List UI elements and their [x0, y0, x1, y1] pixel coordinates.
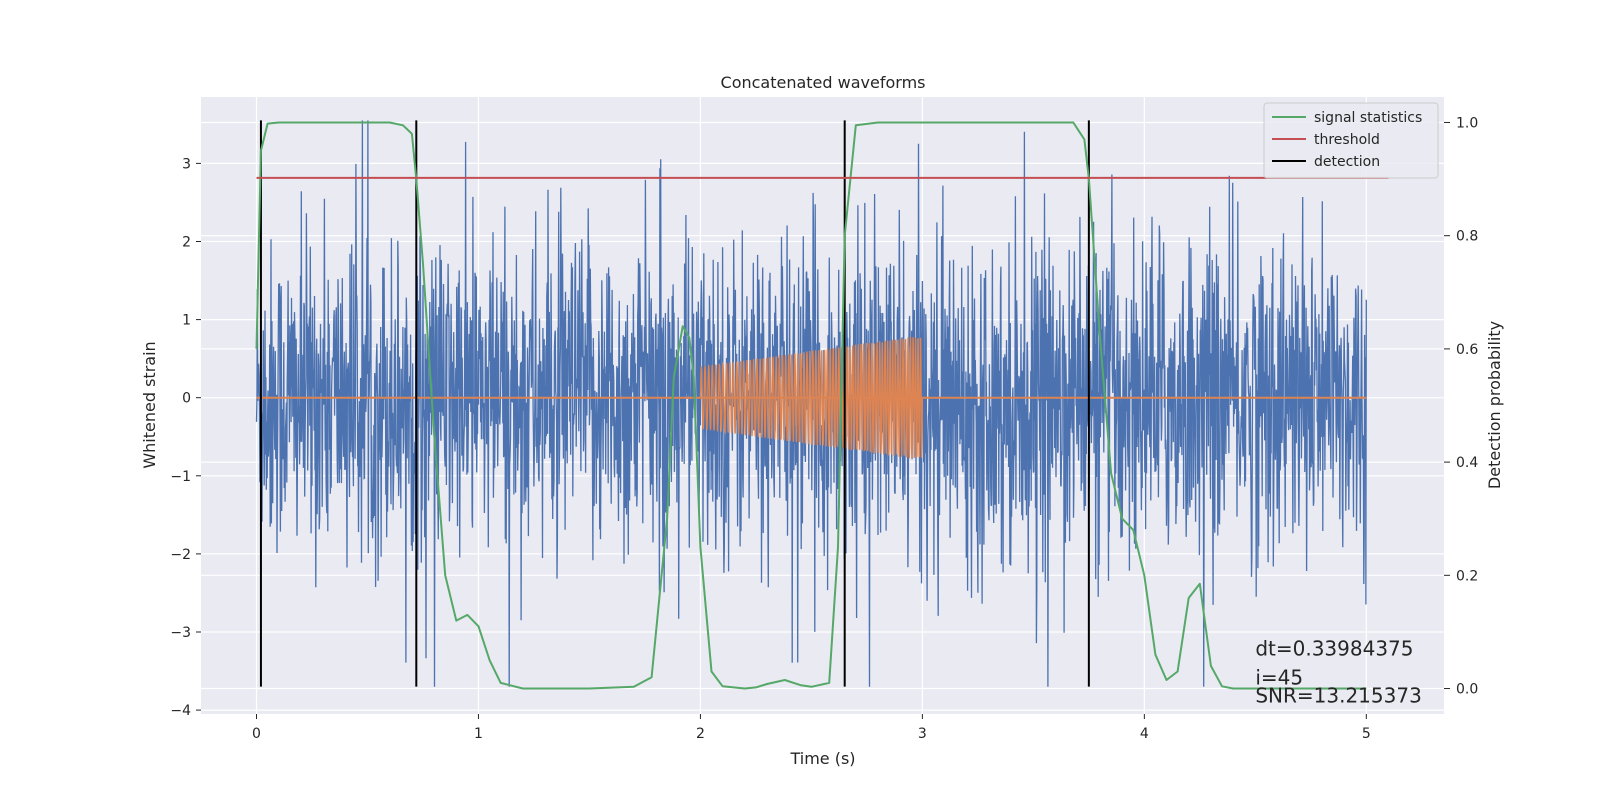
y-tick-label-0: −4: [170, 703, 191, 719]
legend-label-detection: detection: [1314, 154, 1380, 170]
y2-tick-label-0: 0.0: [1456, 682, 1478, 698]
y2-tick-label-1: 0.2: [1456, 568, 1478, 584]
y-tick-label-7: 3: [182, 156, 191, 172]
y-tick-label-6: 2: [182, 234, 191, 250]
legend-label-signal-statistics: signal statistics: [1314, 110, 1422, 126]
x-axis-label: Time (s): [789, 749, 855, 768]
y-tick-label-1: −3: [170, 625, 191, 641]
x-ticks: 0 1 2 3 4 5: [252, 714, 1371, 742]
x-tick-label-5: 5: [1362, 726, 1371, 742]
x-tick-label-0: 0: [252, 726, 261, 742]
y2-tick-label-4: 0.8: [1456, 229, 1478, 245]
y-axis-label: Whitened strain: [140, 341, 159, 468]
series-signal-statistics: [255, 121, 1367, 690]
x-tick-label-2: 2: [696, 726, 705, 742]
y-tick-label-3: −1: [170, 469, 191, 485]
y2-axis-label: Detection probability: [1485, 321, 1504, 489]
annotation-0: dt=0.33984375: [1255, 636, 1413, 660]
legend-label-threshold: threshold: [1314, 132, 1380, 148]
plot-data: [255, 120, 1389, 690]
y2-ticks: 0.0 0.2 0.4 0.6 0.8 1.0: [1444, 115, 1478, 698]
legend: signal statistics threshold detection: [1263, 102, 1439, 179]
chart-title: Concatenated waveforms: [721, 73, 926, 92]
annotation-1: i=45: [1255, 665, 1303, 689]
y2-tick-label-2: 0.4: [1456, 455, 1478, 471]
y2-tick-label-5: 1.0: [1456, 115, 1478, 131]
annotation-2: SNR=13.215373: [1255, 683, 1421, 707]
x-tick-label-4: 4: [1140, 726, 1149, 742]
series-whitened-strain: [255, 120, 1367, 687]
series-injection: [699, 336, 924, 459]
y-ticks: −4 −3 −2 −1 0 1 2 3: [170, 156, 201, 719]
x-tick-label-1: 1: [474, 726, 483, 742]
y-tick-label-4: 0: [182, 391, 191, 407]
y2-tick-label-3: 0.6: [1456, 342, 1478, 358]
y-tick-label-5: 1: [182, 313, 191, 329]
legend-box: [1263, 102, 1439, 179]
x-tick-label-3: 3: [918, 726, 927, 742]
y-tick-label-2: −2: [170, 547, 191, 563]
